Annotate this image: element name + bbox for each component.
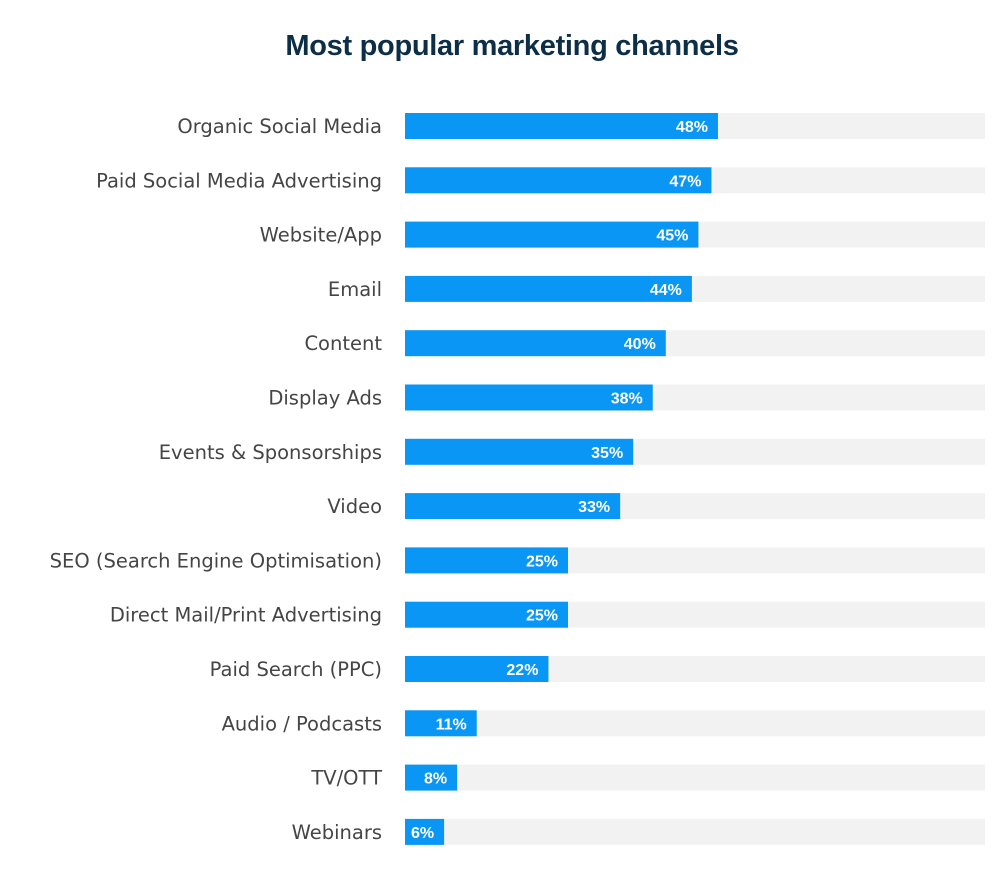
value-label: 25% [526,553,558,570]
bar-track [405,764,985,791]
value-label: 25% [526,608,558,625]
category-label: Website/App [260,224,382,247]
chart-title: Most popular marketing channels [285,30,739,62]
value-label: 47% [669,173,701,190]
category-label: Content [304,332,382,355]
bar [405,113,718,139]
bar [405,710,477,737]
value-label: 35% [591,445,623,462]
bar [405,493,621,520]
value-label: 22% [506,662,538,679]
bar [405,656,549,682]
bar [405,601,568,628]
bar-track [405,818,985,845]
category-label: Organic Social Media [177,115,382,138]
category-label: Direct Mail/Print Advertising [110,604,382,627]
category-label: Video [327,495,382,518]
bar [405,818,445,845]
category-label: Paid Search (PPC) [210,658,382,681]
category-label: Paid Social Media Advertising [96,169,382,192]
bar [405,438,634,465]
value-label: 38% [611,391,643,408]
value-label: 8% [424,771,447,788]
category-label: SEO (Search Engine Optimisation) [50,549,382,572]
value-label: 40% [624,336,656,353]
value-label: 33% [578,499,610,516]
bar [405,384,653,411]
value-label: 44% [650,282,682,299]
value-label: 45% [656,228,688,245]
bar [405,221,699,248]
bar [405,275,692,302]
bar [405,764,458,791]
value-label: 48% [676,119,708,136]
bar-track [405,710,985,737]
category-label: Webinars [292,821,382,844]
category-label: Events & Sponsorships [159,441,382,464]
category-label: TV/OTT [310,767,382,790]
category-label: Audio / Podcasts [222,712,382,735]
bar [405,330,666,357]
bar [405,547,568,574]
bar [405,167,712,194]
category-label: Email [328,278,382,301]
value-label: 11% [436,716,467,733]
value-label: 6% [411,825,434,842]
category-label: Display Ads [268,387,382,410]
